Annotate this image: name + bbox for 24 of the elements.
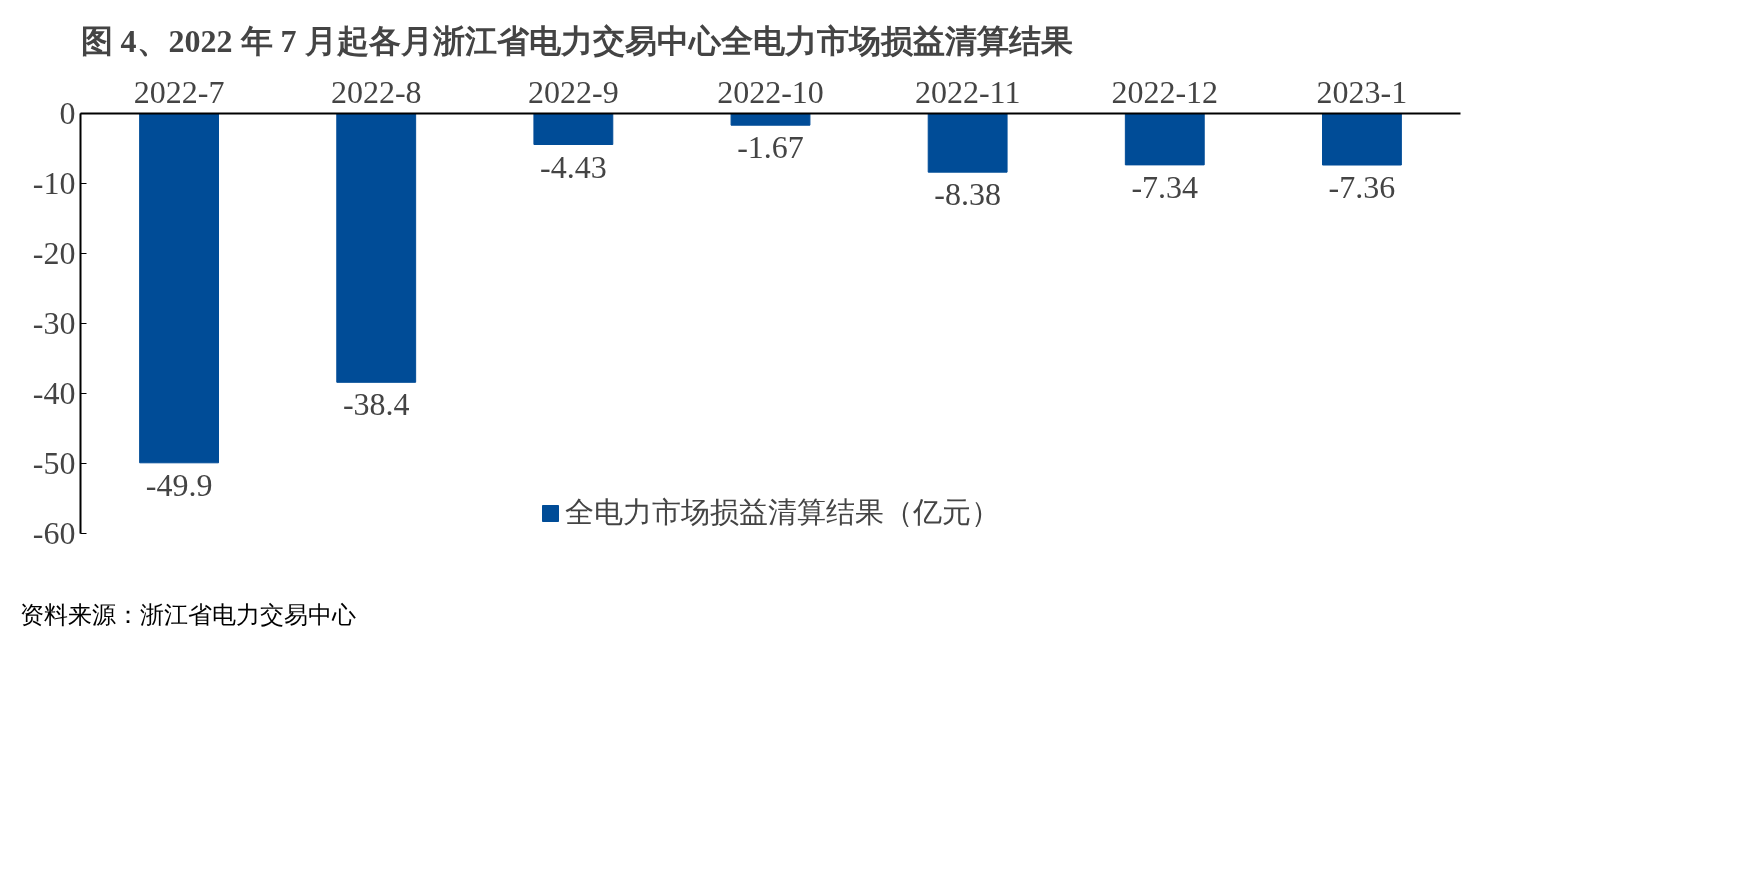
- x-tick-label: 2022-10: [717, 73, 824, 110]
- y-tick-label: -60: [32, 515, 76, 551]
- x-tick-label: 2022-12: [1111, 73, 1219, 110]
- x-tick-label: 2022-7: [133, 73, 225, 110]
- data-label: -1.67: [737, 129, 804, 166]
- y-tick-label: -50: [32, 445, 76, 481]
- legend-label: 全电力市场损益清算结果（亿元）: [565, 494, 1000, 530]
- text: 资料来源：浙江省电力交易中心: [20, 601, 356, 630]
- data-label: -7.36: [1328, 169, 1396, 206]
- data-label: -38.4: [342, 386, 410, 423]
- y-tick-label: -30: [32, 305, 76, 341]
- chart-title: 图 4、2022 年 7 月起各月浙江省电力交易中心全电力市场损益清算结果: [80, 22, 1073, 59]
- data-label: -7.34: [1131, 168, 1199, 205]
- data-label: -8.38: [934, 176, 1001, 213]
- y-tick-label: 0: [59, 95, 76, 131]
- x-tick-label: 2022-11: [914, 73, 1021, 110]
- x-tick-label: 2022-9: [528, 73, 619, 110]
- y-tick-label: -40: [32, 375, 76, 411]
- x-tick-label: 2023-1: [1316, 73, 1408, 110]
- data-label: -49.9: [145, 466, 213, 503]
- y-tick-label: -20: [32, 235, 76, 271]
- x-tick-label: 2022-8: [330, 73, 422, 110]
- y-tick-label: -10: [32, 165, 76, 201]
- data-label: -4.43: [540, 148, 607, 185]
